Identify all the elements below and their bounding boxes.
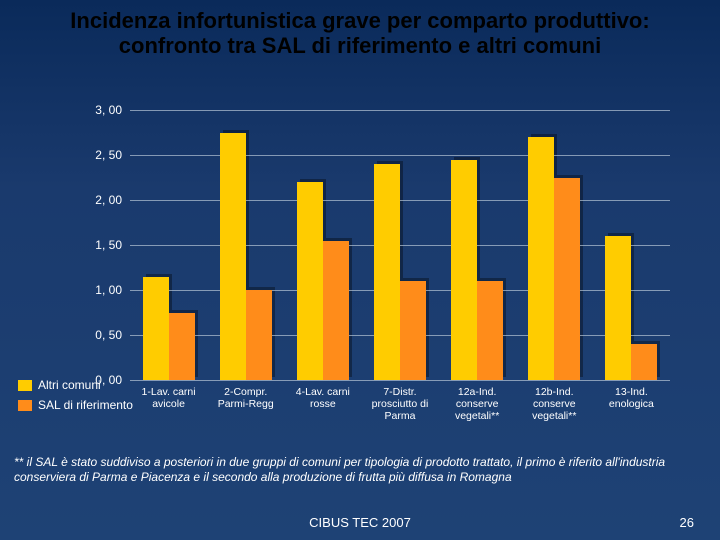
plot-area: 0, 000, 501, 001, 502, 002, 503, 00 bbox=[130, 110, 670, 380]
footer-center-text: CIBUS TEC 2007 bbox=[0, 515, 720, 530]
bar-group bbox=[220, 133, 272, 381]
bar-group bbox=[143, 277, 195, 381]
page-title: Incidenza infortunistica grave per compa… bbox=[0, 0, 720, 59]
legend-item: SAL di riferimento bbox=[18, 398, 133, 412]
x-tick-label: 12a-Ind. conserve vegetali** bbox=[442, 386, 512, 422]
gridline bbox=[130, 380, 670, 381]
bar bbox=[477, 281, 503, 380]
legend-label: SAL di riferimento bbox=[38, 398, 133, 412]
bar-group bbox=[528, 137, 580, 380]
legend-item: Altri comuni bbox=[18, 378, 133, 392]
x-tick-label: 13-Ind. enologica bbox=[596, 386, 666, 422]
bar-chart: 0, 000, 501, 001, 502, 002, 503, 00 1-La… bbox=[80, 110, 680, 420]
bar bbox=[528, 137, 554, 380]
x-tick-label: 1-Lav. carni avicole bbox=[134, 386, 204, 422]
legend: Altri comuni SAL di riferimento bbox=[18, 378, 133, 418]
bar bbox=[323, 241, 349, 381]
bar bbox=[374, 164, 400, 380]
bar bbox=[400, 281, 426, 380]
y-tick-label: 3, 00 bbox=[95, 103, 122, 117]
bar bbox=[143, 277, 169, 381]
x-axis-labels: 1-Lav. carni avicole2-Compr. Parmi-Regg4… bbox=[130, 386, 670, 422]
bars-container bbox=[130, 110, 670, 380]
bar bbox=[220, 133, 246, 381]
footer-page-number: 26 bbox=[680, 515, 694, 530]
bar-group bbox=[374, 164, 426, 380]
y-tick-label: 2, 00 bbox=[95, 193, 122, 207]
x-tick-label: 12b-Ind. conserve vegetali** bbox=[519, 386, 589, 422]
y-tick-label: 0, 50 bbox=[95, 328, 122, 342]
y-tick-label: 2, 50 bbox=[95, 148, 122, 162]
bar-group bbox=[451, 160, 503, 381]
bar bbox=[605, 236, 631, 380]
bar bbox=[297, 182, 323, 380]
y-tick-label: 1, 50 bbox=[95, 238, 122, 252]
bar bbox=[451, 160, 477, 381]
bar bbox=[169, 313, 195, 381]
bar-group bbox=[605, 236, 657, 380]
bar bbox=[246, 290, 272, 380]
legend-swatch bbox=[18, 400, 32, 411]
x-tick-label: 2-Compr. Parmi-Regg bbox=[211, 386, 281, 422]
legend-swatch bbox=[18, 380, 32, 391]
bar bbox=[554, 178, 580, 381]
legend-label: Altri comuni bbox=[38, 378, 101, 392]
x-tick-label: 7-Distr. prosciutto di Parma bbox=[365, 386, 435, 422]
bar bbox=[631, 344, 657, 380]
footnote: ** il SAL è stato suddiviso a posteriori… bbox=[14, 455, 706, 485]
bar-group bbox=[297, 182, 349, 380]
y-tick-label: 1, 00 bbox=[95, 283, 122, 297]
x-tick-label: 4-Lav. carni rosse bbox=[288, 386, 358, 422]
